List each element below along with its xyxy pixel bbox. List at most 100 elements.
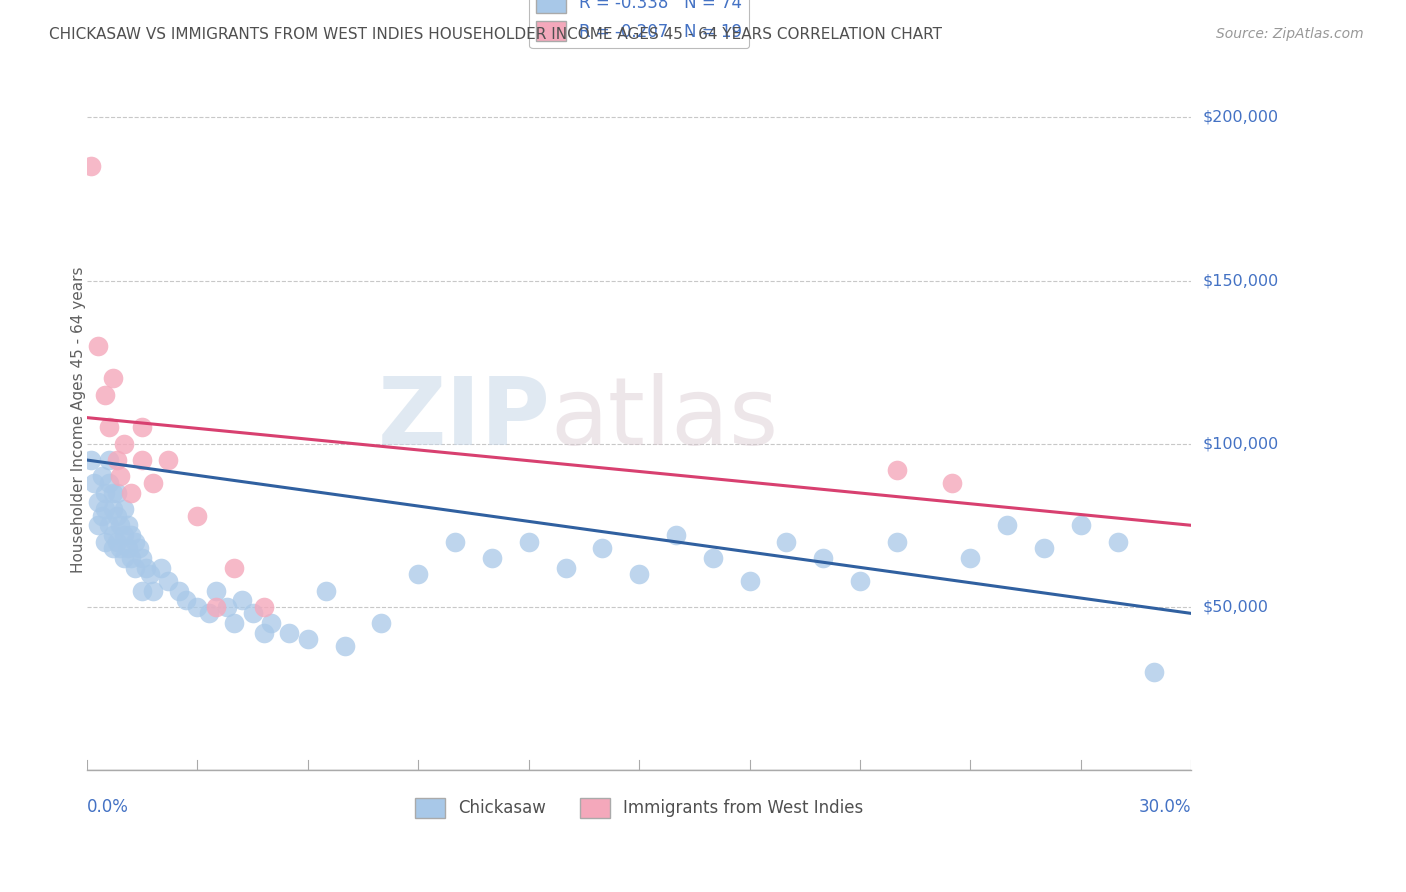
Point [1070,518,1092,533]
Point [131,550,153,565]
Point [108,518,131,533]
Point [142,475,165,490]
Point [117,518,139,533]
Text: 30.0%: 30.0% [1139,798,1191,816]
Point [112,528,135,542]
Point [205,599,228,614]
Point [101,528,124,542]
Point [112,550,135,565]
Point [138,567,160,582]
Point [253,599,276,614]
Point [197,607,219,621]
Point [886,534,908,549]
Text: atlas: atlas [551,373,779,466]
Point [105,485,128,500]
Point [108,541,131,556]
Point [94,534,117,549]
Text: $100,000: $100,000 [1202,436,1278,451]
Point [242,607,264,621]
Point [481,550,503,565]
Point [94,502,117,516]
Point [94,388,117,402]
Point [554,560,576,574]
Point [738,574,761,588]
Text: CHICKASAW VS IMMIGRANTS FROM WEST INDIES HOUSEHOLDER INCOME AGES 45 - 64 YEARS C: CHICKASAW VS IMMIGRANTS FROM WEST INDIES… [49,27,942,42]
Point [775,534,797,549]
Point [408,567,430,582]
Point [517,534,540,549]
Point [124,560,146,574]
Text: ZIP: ZIP [378,373,551,466]
Point [186,599,208,614]
Point [628,567,651,582]
Text: $150,000: $150,000 [1202,273,1278,288]
Point [959,550,981,565]
Point [941,475,963,490]
Point [105,534,128,549]
Point [167,583,190,598]
Point [131,453,153,467]
Point [124,534,146,549]
Point [224,560,246,574]
Point [117,541,139,556]
Point [87,518,110,533]
Point [333,639,356,653]
Point [101,371,124,385]
Point [87,339,110,353]
Point [101,541,124,556]
Point [108,469,131,483]
Text: $200,000: $200,000 [1202,110,1278,125]
Point [90,508,112,523]
Point [591,541,613,556]
Point [1107,534,1129,549]
Text: Source: ZipAtlas.com: Source: ZipAtlas.com [1216,27,1364,41]
Point [149,560,172,574]
Point [205,583,228,598]
Point [142,583,165,598]
Text: $50,000: $50,000 [1202,599,1268,615]
Point [176,593,198,607]
Point [1032,541,1054,556]
Point [157,453,180,467]
Point [811,550,834,565]
Point [112,502,135,516]
Point [315,583,337,598]
Point [135,560,157,574]
Point [186,508,208,523]
Point [105,453,128,467]
Point [112,436,135,450]
Point [702,550,724,565]
Point [128,541,150,556]
Point [98,453,121,467]
Point [94,485,117,500]
Point [83,475,105,490]
Point [87,495,110,509]
Point [120,550,142,565]
Point [101,485,124,500]
Point [849,574,872,588]
Point [253,626,276,640]
Point [665,528,688,542]
Point [224,616,246,631]
Point [80,453,103,467]
Point [131,420,153,434]
Point [101,502,124,516]
Legend: Chickasaw, Immigrants from West Indies: Chickasaw, Immigrants from West Indies [408,791,870,825]
Point [120,528,142,542]
Point [90,469,112,483]
Point [80,160,103,174]
Point [131,583,153,598]
Point [444,534,467,549]
Point [231,593,253,607]
Point [278,626,301,640]
Point [120,485,142,500]
Point [260,616,283,631]
Point [98,420,121,434]
Point [157,574,180,588]
Point [886,463,908,477]
Point [297,632,319,647]
Point [98,518,121,533]
Point [995,518,1018,533]
Point [370,616,392,631]
Point [215,599,238,614]
